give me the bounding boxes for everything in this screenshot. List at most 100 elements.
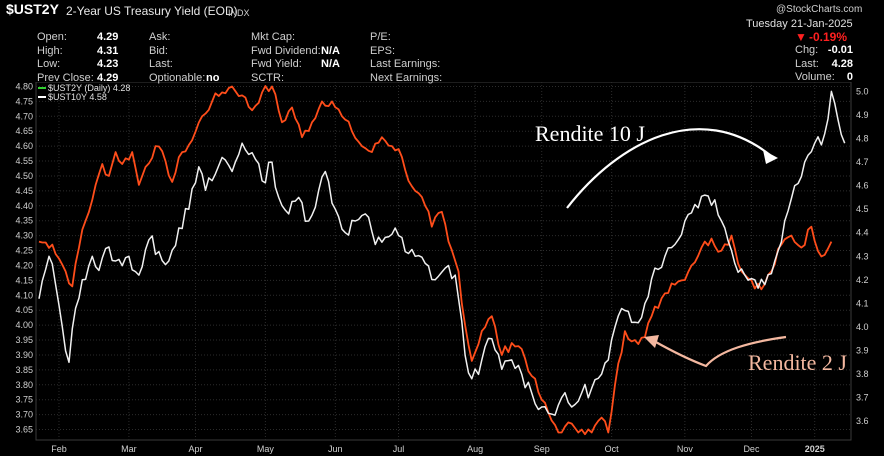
change-percent: -0.19% bbox=[809, 30, 848, 44]
annotation-10y-label: Rendite 10 J bbox=[535, 121, 645, 146]
series-ust2y-line bbox=[38, 85, 833, 436]
left-tick-label: 3.90 bbox=[15, 350, 33, 360]
right-tick-label: 5.0 bbox=[856, 86, 869, 96]
right-tick-label: 4.1 bbox=[856, 298, 869, 308]
right-tick-label: 3.7 bbox=[856, 393, 869, 403]
left-tick-label: 4.80 bbox=[15, 81, 33, 91]
left-tick-label: 4.55 bbox=[15, 156, 33, 166]
left-tick-label: 3.75 bbox=[15, 395, 33, 405]
right-tick-label: 4.5 bbox=[856, 204, 869, 214]
col1-value-1: 4.31 bbox=[97, 44, 119, 57]
right-tick-label: 3.9 bbox=[856, 346, 869, 356]
right-tick-label: 4.6 bbox=[856, 181, 869, 191]
right-tick-label: 4.3 bbox=[856, 251, 869, 261]
col5-label-2: Volume: bbox=[795, 71, 835, 83]
col3-label-2: Fwd Yield: bbox=[251, 58, 302, 70]
arrow-2y bbox=[653, 335, 787, 368]
left-tick-label: 4.10 bbox=[15, 290, 33, 300]
col3-value-1: N/A bbox=[321, 44, 340, 57]
col4-label-3: Next Earnings: bbox=[370, 71, 443, 84]
left-tick-label: 4.70 bbox=[15, 111, 33, 121]
x-tick-label: Jun bbox=[328, 444, 343, 454]
left-tick-label: 4.40 bbox=[15, 201, 33, 211]
left-tick-label: 3.95 bbox=[15, 335, 33, 345]
instrument-name: 2-Year US Treasury Yield (EOD) bbox=[66, 4, 238, 18]
grid bbox=[35, 81, 852, 441]
left-tick-label: 4.00 bbox=[15, 320, 33, 330]
col1-label-0: Open: bbox=[37, 31, 67, 43]
copyright: @StockCharts.com bbox=[776, 4, 863, 15]
x-tick-label: Nov bbox=[677, 444, 694, 454]
left-tick-label: 3.80 bbox=[15, 380, 33, 390]
arrow-10y-head bbox=[763, 150, 778, 164]
right-tick-label: 4.4 bbox=[856, 228, 869, 238]
change-down-icon: ▼ bbox=[795, 30, 807, 44]
series-ust10y-line bbox=[38, 90, 846, 416]
col4-label-0: P/E: bbox=[370, 31, 391, 43]
right-tick-label: 4.2 bbox=[856, 275, 869, 285]
left-tick-label: 4.65 bbox=[15, 126, 33, 136]
x-tick-label: Sep bbox=[534, 444, 550, 454]
axis-layer: 4.804.754.704.654.604.554.504.454.404.35… bbox=[15, 81, 868, 454]
annotations: $UST2Y (Daily) 4.28$UST10Y 4.58 Rendite 1… bbox=[38, 83, 847, 375]
left-tick-label: 3.70 bbox=[15, 410, 33, 420]
x-tick-label: Dec bbox=[743, 444, 760, 454]
x-tick-label: Aug bbox=[467, 444, 483, 454]
arrow-2y-head bbox=[644, 335, 659, 348]
left-tick-label: 4.60 bbox=[15, 141, 33, 151]
left-tick-label: 4.25 bbox=[15, 246, 33, 256]
col2-label-0: Ask: bbox=[149, 31, 171, 43]
left-tick-label: 4.75 bbox=[15, 96, 33, 106]
col5-label-0: Chg: bbox=[795, 44, 819, 56]
left-tick-label: 3.85 bbox=[15, 365, 33, 375]
symbol: $UST2Y bbox=[6, 1, 59, 17]
x-tick-label: Oct bbox=[605, 444, 620, 454]
col5-value-2: 0 bbox=[846, 71, 853, 83]
col2-label-3: Optionable: bbox=[149, 71, 206, 84]
right-tick-label: 4.9 bbox=[856, 110, 869, 120]
quote-header: $UST2Y 2-Year US Treasury Yield (EOD) IN… bbox=[0, 0, 884, 84]
arrow-10y bbox=[566, 128, 771, 209]
col2-label-1: Bid: bbox=[149, 44, 168, 57]
x-tick-label: Mar bbox=[121, 444, 137, 454]
left-tick-label: 4.30 bbox=[15, 231, 33, 241]
exchange: INDX bbox=[228, 8, 250, 18]
col3-label-3: SCTR: bbox=[251, 71, 284, 84]
left-tick-label: 3.65 bbox=[15, 425, 33, 435]
left-tick-label: 4.35 bbox=[15, 216, 33, 226]
col1-label-3: Prev Close: bbox=[37, 71, 94, 84]
col5-value-1: 4.28 bbox=[831, 57, 853, 70]
legend-ust2y: $UST2Y (Daily) 4.28 bbox=[48, 83, 130, 93]
col3-label-1: Fwd Dividend: bbox=[251, 44, 321, 57]
right-tick-label: 4.7 bbox=[856, 157, 869, 167]
col4-label-2: Last Earnings: bbox=[370, 58, 441, 70]
right-tick-label: 3.8 bbox=[856, 369, 869, 379]
left-tick-label: 4.15 bbox=[15, 275, 33, 285]
col5-value-0: -0.01 bbox=[827, 44, 853, 56]
x-tick-label: May bbox=[257, 444, 275, 454]
left-tick-label: 4.05 bbox=[15, 305, 33, 315]
col3-label-0: Mkt Cap: bbox=[251, 31, 296, 43]
quote-date: Tuesday 21-Jan-2025 bbox=[746, 18, 853, 30]
col1-label-1: High: bbox=[37, 44, 63, 57]
right-tick-label: 3.6 bbox=[856, 416, 869, 426]
col5-label-1: Last: bbox=[795, 57, 819, 70]
left-tick-label: 4.50 bbox=[15, 171, 33, 181]
col2-label-2: Last: bbox=[149, 58, 173, 70]
col3-value-2: N/A bbox=[321, 58, 340, 70]
left-tick-label: 4.20 bbox=[15, 260, 33, 270]
legend-ust10y: $UST10Y 4.58 bbox=[48, 92, 107, 102]
col2-value-3: no bbox=[206, 71, 220, 84]
col1-value-0: 4.29 bbox=[97, 31, 119, 43]
annotation-2y-label: Rendite 2 J bbox=[748, 350, 847, 375]
plot-frame bbox=[35, 81, 852, 441]
col1-value-3: 4.29 bbox=[97, 71, 119, 84]
col4-label-1: EPS: bbox=[370, 44, 396, 57]
x-tick-label: Jul bbox=[393, 444, 405, 454]
col1-value-2: 4.23 bbox=[97, 58, 119, 70]
series-layer bbox=[38, 85, 846, 436]
x-tick-label: Apr bbox=[188, 444, 202, 454]
col1-label-2: Low: bbox=[37, 58, 61, 70]
left-tick-label: 4.45 bbox=[15, 186, 33, 196]
x-tick-label: 2025 bbox=[805, 444, 825, 454]
